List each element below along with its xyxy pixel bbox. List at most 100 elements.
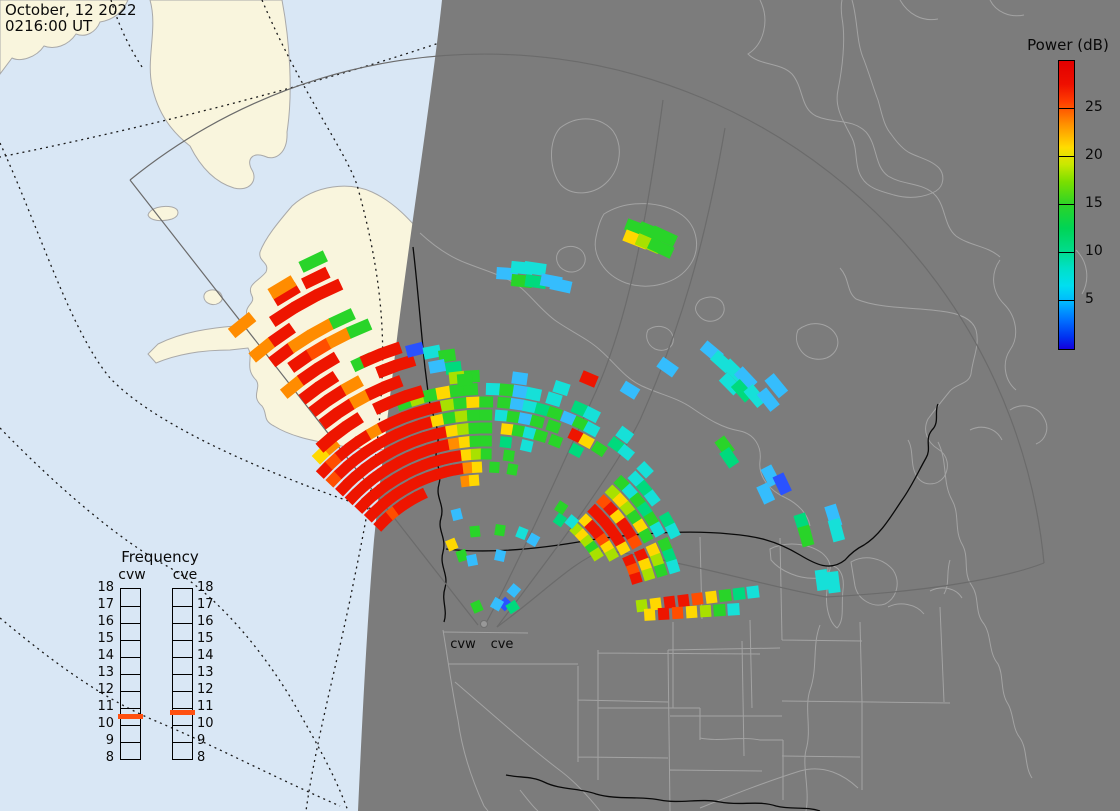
backscatter-cell xyxy=(533,428,549,444)
backscatter-cell xyxy=(671,606,684,620)
freq-bar-segment-line xyxy=(121,640,140,641)
backscatter-cell xyxy=(271,282,301,307)
backscatter-cell xyxy=(375,359,399,379)
backscatter-cell xyxy=(584,519,600,535)
chukotka-landmass xyxy=(0,0,129,75)
backscatter-cell xyxy=(599,517,615,533)
backscatter-cell xyxy=(413,403,430,419)
backscatter-cell xyxy=(333,398,356,419)
backscatter-cell xyxy=(287,349,314,373)
backscatter-cell xyxy=(587,503,603,519)
backscatter-cell xyxy=(827,518,846,543)
backscatter-cell xyxy=(328,308,356,330)
backscatter-cell xyxy=(411,432,427,447)
backscatter-cell xyxy=(433,426,448,440)
site-label-cvw: cvw xyxy=(450,637,476,652)
backscatter-cell xyxy=(500,423,515,436)
backscatter-cell xyxy=(385,505,401,521)
backscatter-cell xyxy=(359,348,384,368)
freq-bar-cve xyxy=(172,588,193,760)
backscatter-cell xyxy=(525,386,543,402)
colorbar-tick-line xyxy=(1058,252,1075,253)
freq-bar-segment-line xyxy=(173,742,192,743)
backscatter-cell xyxy=(797,524,815,548)
freq-bar-segment-line xyxy=(173,708,192,709)
backscatter-cell xyxy=(732,587,746,601)
backscatter-cell xyxy=(677,593,690,608)
backscatter-cell xyxy=(384,489,400,505)
backscatter-cell xyxy=(638,527,654,544)
backscatter-cell xyxy=(399,495,414,511)
backscatter-cell xyxy=(298,382,323,405)
radar-fov-outline xyxy=(129,53,1045,628)
freq-scale-label: 9 xyxy=(197,733,206,748)
backscatter-cell xyxy=(578,513,594,529)
freq-bar-segment-line xyxy=(121,623,140,624)
backscatter-cell xyxy=(595,532,610,548)
backscatter-cell xyxy=(383,428,401,445)
backscatter-cells-layer xyxy=(227,218,846,621)
backscatter-cell xyxy=(772,472,792,496)
backscatter-cell xyxy=(589,526,605,541)
backscatter-cell xyxy=(267,275,297,300)
backscatter-cell xyxy=(719,446,740,469)
backscatter-cell xyxy=(306,337,333,361)
backscatter-cell xyxy=(574,528,590,544)
freq-column-label-cve: cve xyxy=(172,567,198,583)
backscatter-cell xyxy=(685,605,698,619)
backscatter-cell xyxy=(377,417,395,434)
backscatter-cell xyxy=(545,419,562,434)
backscatter-cell xyxy=(534,402,551,417)
backscatter-cell xyxy=(497,396,512,409)
backscatter-cell xyxy=(268,322,296,348)
backscatter-cell xyxy=(468,422,482,435)
colorbar-tick-line xyxy=(1058,108,1075,109)
freq-scale-label: 17 xyxy=(197,597,214,612)
backscatter-cell xyxy=(325,327,352,349)
backscatter-cell xyxy=(440,398,456,412)
backscatter-cell xyxy=(340,375,364,396)
frequency-legend-title: Frequency xyxy=(121,548,199,566)
freq-bar-segment-line xyxy=(173,640,192,641)
atlantic-coastline xyxy=(937,249,1088,779)
freq-scale-label: 18 xyxy=(197,580,214,595)
backscatter-cell xyxy=(405,448,421,463)
backscatter-cell xyxy=(522,426,537,440)
backscatter-cell xyxy=(645,542,661,558)
backscatter-cell xyxy=(605,525,621,541)
freq-bar-segment-line xyxy=(173,691,192,692)
backscatter-cell xyxy=(471,461,483,473)
freq-bar-segment-line xyxy=(121,725,140,726)
backscatter-cell xyxy=(733,366,758,391)
freq-scale-label: 8 xyxy=(197,750,206,765)
backscatter-cell xyxy=(653,563,668,578)
backscatter-cell xyxy=(452,463,465,476)
backscatter-cell xyxy=(570,400,589,418)
backscatter-cell xyxy=(554,500,569,515)
backscatter-cell xyxy=(364,381,388,401)
fov-lower-edge xyxy=(496,549,1045,628)
backscatter-cell xyxy=(506,410,521,424)
backscatter-cell xyxy=(421,387,439,403)
backscatter-cell xyxy=(418,416,434,431)
freq-scale-label: 10 xyxy=(97,716,114,731)
backscatter-cell xyxy=(313,278,344,301)
freq-scale-label: 13 xyxy=(97,665,114,680)
backscatter-cell xyxy=(564,514,580,530)
backscatter-cell xyxy=(569,522,585,538)
backscatter-cell xyxy=(657,536,673,553)
backscatter-cell xyxy=(268,342,296,368)
backscatter-cell xyxy=(619,380,641,400)
backscatter-cell xyxy=(328,421,351,442)
seward-north-alaska-landmass xyxy=(149,0,291,190)
backscatter-cell xyxy=(354,429,373,447)
backscatter-cell xyxy=(406,419,423,435)
backscatter-cell xyxy=(643,489,661,507)
backscatter-cell xyxy=(627,534,643,550)
backscatter-cell xyxy=(494,523,506,537)
backscatter-cell xyxy=(523,261,547,276)
backscatter-cell xyxy=(521,399,538,414)
backscatter-cell xyxy=(392,500,407,516)
baffin-island-outline xyxy=(747,0,1025,258)
backscatter-cell xyxy=(444,360,463,375)
